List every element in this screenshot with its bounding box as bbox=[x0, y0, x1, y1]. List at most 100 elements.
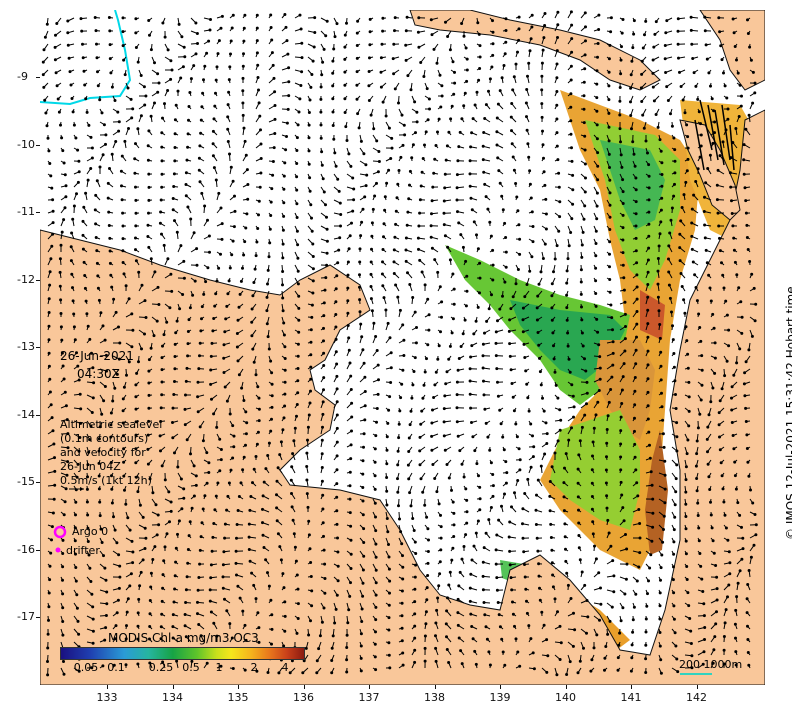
velocity-vector-head bbox=[639, 86, 643, 90]
velocity-vector-head bbox=[186, 330, 190, 333]
velocity-vector-head bbox=[747, 569, 751, 572]
velocity-vector-head bbox=[733, 474, 737, 478]
velocity-vector-head bbox=[147, 211, 150, 215]
velocity-vector-head bbox=[335, 362, 339, 366]
velocity-vector-head bbox=[491, 248, 495, 252]
velocity-vector-head bbox=[735, 361, 739, 365]
velocity-vector-head bbox=[325, 227, 329, 231]
velocity-vector-head bbox=[299, 27, 303, 31]
velocity-vector-head bbox=[333, 35, 337, 39]
velocity-vector-head bbox=[674, 490, 678, 494]
velocity-vector-head bbox=[737, 286, 741, 290]
velocity-vector-head bbox=[432, 47, 436, 51]
velocity-vector-head bbox=[507, 329, 511, 333]
velocity-vector-head bbox=[297, 306, 301, 310]
velocity-vector-head bbox=[476, 21, 480, 25]
velocity-vector-head bbox=[681, 98, 685, 102]
velocity-vector-head bbox=[281, 428, 285, 432]
velocity-vector-head bbox=[591, 520, 595, 524]
velocity-vector-head bbox=[608, 265, 611, 269]
velocity-vector-head bbox=[451, 60, 455, 64]
velocity-vector-head bbox=[335, 440, 339, 444]
velocity-vector-head bbox=[407, 436, 411, 440]
velocity-vector-head bbox=[690, 247, 694, 251]
velocity-vector-head bbox=[471, 435, 475, 439]
velocity-vector-head bbox=[305, 465, 309, 468]
velocity-vector-head bbox=[670, 124, 674, 128]
velocity-vector-head bbox=[51, 429, 55, 433]
velocity-vector-head bbox=[169, 509, 173, 513]
velocity-vector-head bbox=[420, 270, 424, 274]
velocity-vector-head bbox=[491, 278, 495, 282]
velocity-vector-head bbox=[536, 549, 540, 553]
velocity-vector-head bbox=[389, 157, 393, 160]
velocity-vector-head bbox=[730, 408, 734, 412]
velocity-vector-head bbox=[146, 158, 150, 162]
velocity-vector-head bbox=[558, 215, 562, 219]
velocity-vector-head bbox=[576, 481, 580, 485]
velocity-vector-head bbox=[348, 594, 352, 598]
velocity-vector-head bbox=[491, 30, 495, 34]
velocity-vector-head bbox=[258, 114, 262, 118]
velocity-vector-head bbox=[504, 29, 508, 32]
velocity-vector-head bbox=[460, 117, 464, 121]
velocity-vector-head bbox=[385, 503, 389, 507]
velocity-vector-head bbox=[484, 103, 488, 107]
velocity-vector-head bbox=[211, 142, 215, 146]
velocity-vector-head bbox=[140, 347, 143, 351]
velocity-vector-head bbox=[213, 508, 217, 512]
velocity-vector-head bbox=[247, 535, 251, 539]
velocity-vector-head bbox=[406, 74, 410, 78]
velocity-vector-head bbox=[423, 143, 426, 147]
velocity-vector-head bbox=[276, 466, 280, 470]
velocity-vector-head bbox=[352, 198, 356, 202]
velocity-vector-head bbox=[256, 430, 260, 434]
velocity-vector-head bbox=[114, 140, 118, 143]
velocity-vector-head bbox=[747, 348, 751, 352]
velocity-vector-head bbox=[170, 68, 174, 72]
velocity-vector-head bbox=[671, 338, 675, 342]
velocity-vector-head bbox=[95, 179, 99, 183]
velocity-vector-head bbox=[686, 146, 690, 150]
velocity-vector-head bbox=[409, 409, 413, 413]
velocity-vector-head bbox=[107, 210, 111, 214]
velocity-vector-head bbox=[74, 136, 78, 140]
velocity-vector-head bbox=[740, 331, 744, 335]
velocity-vector-head bbox=[295, 149, 299, 152]
velocity-vector-head bbox=[146, 144, 150, 148]
velocity-vector-head bbox=[121, 421, 125, 425]
velocity-vector-head bbox=[300, 41, 304, 45]
velocity-vector-head bbox=[81, 56, 85, 60]
velocity-vector-head bbox=[112, 297, 116, 301]
velocity-vector-head bbox=[363, 195, 367, 199]
velocity-vector-head bbox=[457, 145, 461, 149]
velocity-vector-head bbox=[77, 449, 81, 453]
velocity-vector-head bbox=[209, 368, 213, 372]
velocity-vector-head bbox=[216, 481, 220, 485]
velocity-vector-head bbox=[619, 429, 623, 433]
velocity-vector-head bbox=[711, 312, 715, 316]
velocity-vector-head bbox=[708, 286, 712, 290]
velocity-vector-head bbox=[143, 103, 147, 107]
velocity-vector-head bbox=[423, 283, 427, 287]
velocity-vector-head bbox=[173, 574, 177, 578]
velocity-vector-head bbox=[429, 18, 433, 22]
velocity-vector-head bbox=[141, 515, 145, 519]
velocity-vector-head bbox=[426, 550, 430, 553]
velocity-vector-head bbox=[173, 367, 177, 371]
velocity-vector-head bbox=[358, 247, 362, 251]
velocity-vector-head bbox=[296, 243, 300, 247]
velocity-vector-head bbox=[175, 230, 179, 234]
velocity-vector-head bbox=[592, 426, 596, 430]
velocity-vector-head bbox=[103, 566, 107, 570]
velocity-vector-head bbox=[373, 487, 377, 491]
velocity-vector-head bbox=[252, 360, 256, 364]
velocity-vector-head bbox=[47, 591, 51, 595]
velocity-vector-head bbox=[635, 297, 639, 301]
velocity-vector-head bbox=[717, 423, 721, 427]
velocity-vector-head bbox=[488, 448, 492, 452]
velocity-vector-head bbox=[646, 308, 650, 312]
velocity-vector-head bbox=[585, 402, 588, 406]
velocity-vector-head bbox=[147, 406, 151, 410]
velocity-vector-head bbox=[556, 23, 560, 27]
